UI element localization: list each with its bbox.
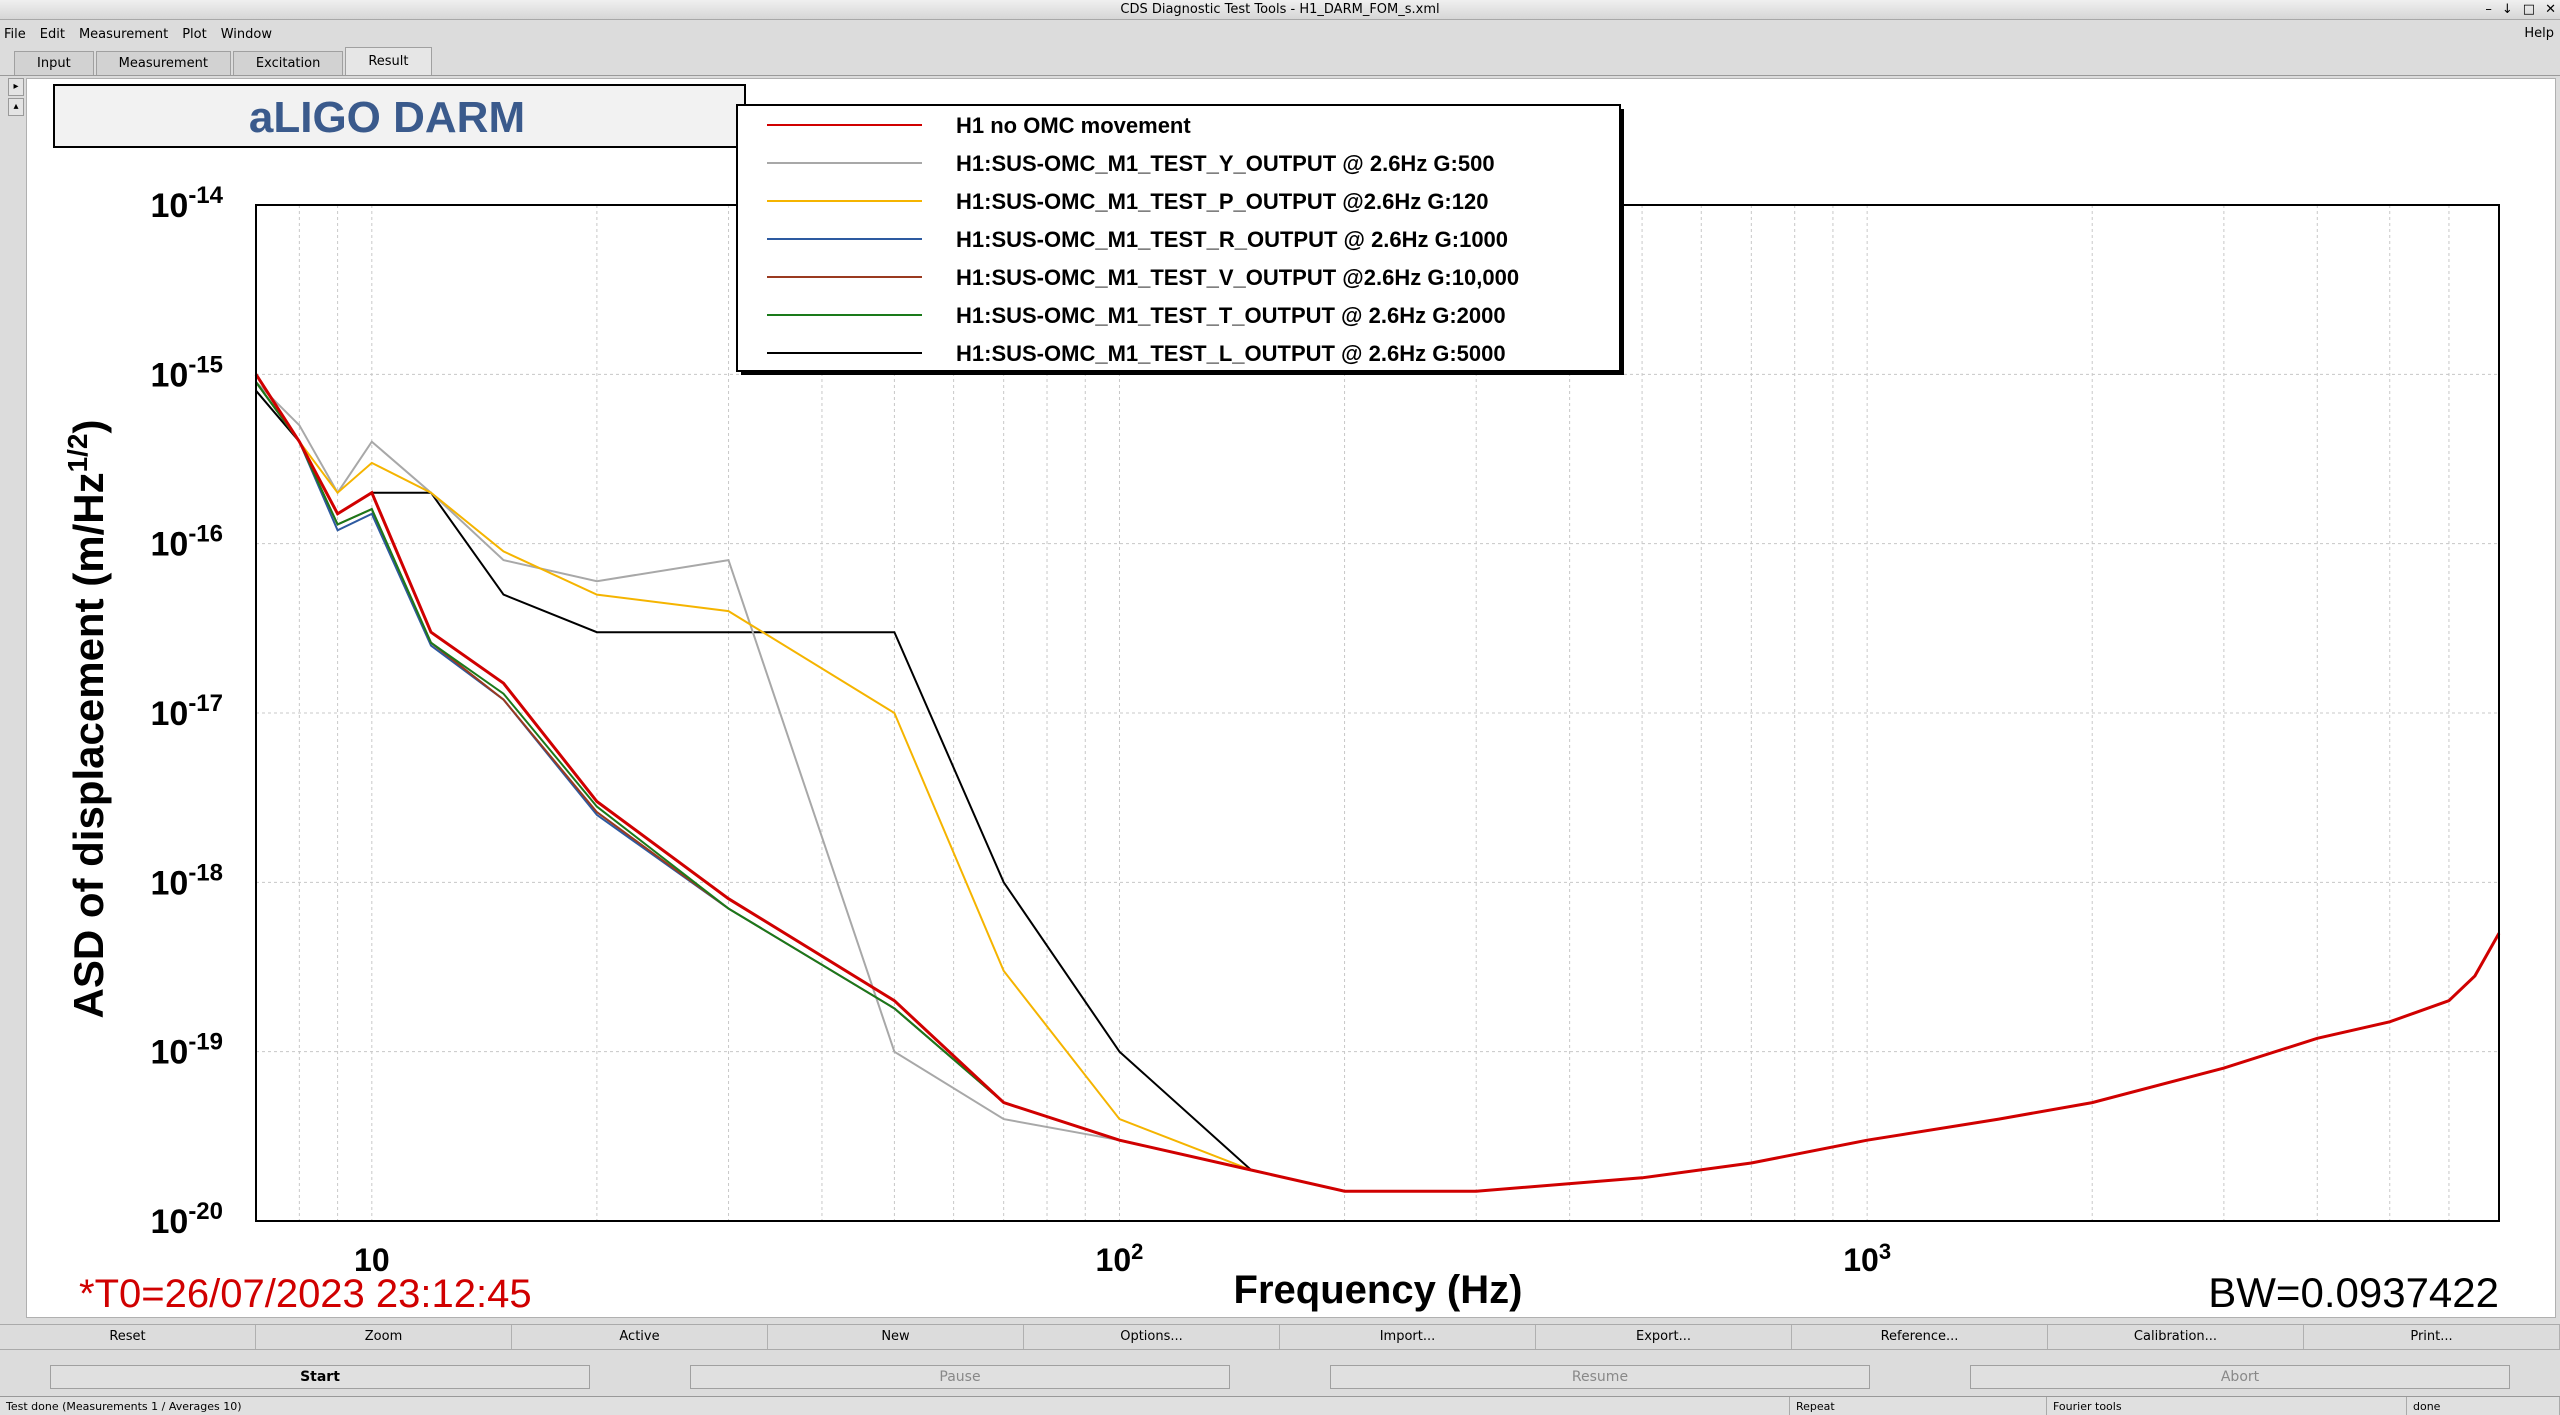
asd-plot[interactable]: aLIGO DARM 10-14 10-15 10-16 10-17 10-18 10-1… bbox=[27, 79, 2557, 1319]
pad-arrows: ▸ ▴ bbox=[8, 78, 24, 118]
y-tick-label: 10-15 bbox=[150, 351, 223, 394]
legend-label: H1:SUS-OMC_M1_TEST_L_OUTPUT @ 2.6Hz G:50… bbox=[956, 341, 1506, 366]
series-line-1 bbox=[255, 381, 2500, 1193]
y-axis-label: ASD of displacement (m/Hz1/2) bbox=[62, 419, 112, 1018]
series-line-6 bbox=[255, 390, 2500, 1193]
legend-label: H1:SUS-OMC_M1_TEST_R_OUTPUT @ 2.6Hz G:10… bbox=[956, 227, 1508, 252]
abort-button[interactable]: Abort bbox=[1970, 1365, 2510, 1389]
minimize-icon[interactable]: – bbox=[2485, 2, 2492, 17]
run-button-bar: Start Pause Resume Abort bbox=[0, 1362, 2560, 1392]
status-done: done bbox=[2407, 1397, 2560, 1415]
status-bar: Test done (Measurements 1 / Averages 10)… bbox=[0, 1396, 2560, 1415]
reset-button[interactable]: Reset bbox=[0, 1325, 256, 1349]
y-tick-label: 10-18 bbox=[150, 859, 223, 902]
y-tick-label: 10-17 bbox=[150, 690, 223, 733]
status-repeat: Repeat bbox=[1790, 1397, 2047, 1415]
resume-button[interactable]: Resume bbox=[1330, 1365, 1870, 1389]
status-fourier: Fourier tools bbox=[2047, 1397, 2407, 1415]
plot-panel[interactable]: aLIGO DARM 10-14 10-15 10-16 10-17 10-18 10-1… bbox=[26, 78, 2556, 1318]
series-line-4 bbox=[255, 381, 2500, 1193]
pause-button[interactable]: Pause bbox=[690, 1365, 1230, 1389]
plot-title: aLIGO DARM bbox=[249, 93, 525, 142]
menu-file[interactable]: File bbox=[4, 26, 26, 42]
x-tick-label: 103 bbox=[1843, 1239, 1891, 1278]
tab-result[interactable]: Result bbox=[345, 47, 432, 75]
menu-help[interactable]: Help bbox=[2524, 26, 2554, 41]
legend-label: H1:SUS-OMC_M1_TEST_Y_OUTPUT @ 2.6Hz G:50… bbox=[956, 151, 1495, 176]
menu-measurement[interactable]: Measurement bbox=[78, 26, 169, 42]
legend-label: H1 no OMC movement bbox=[956, 113, 1191, 138]
status-message: Test done (Measurements 1 / Averages 10) bbox=[0, 1397, 1790, 1415]
plot-button-bar: Reset Zoom Active New Options... Import.… bbox=[0, 1324, 2560, 1350]
series-line-5 bbox=[255, 381, 2500, 1193]
legend-label: H1:SUS-OMC_M1_TEST_V_OUTPUT @2.6Hz G:10,… bbox=[956, 265, 1519, 290]
new-button[interactable]: New bbox=[768, 1325, 1024, 1349]
menu-plot[interactable]: Plot bbox=[182, 26, 207, 42]
tab-excitation[interactable]: Excitation bbox=[232, 51, 344, 75]
window-title-bar: CDS Diagnostic Test Tools - H1_DARM_FOM_… bbox=[0, 0, 2560, 20]
print-button[interactable]: Print... bbox=[2304, 1325, 2560, 1349]
options-button[interactable]: Options... bbox=[1024, 1325, 1280, 1349]
shade-icon[interactable]: ↓ bbox=[2501, 2, 2513, 17]
t0-timestamp: *T0=26/07/2023 23:12:45 bbox=[79, 1272, 532, 1316]
tab-input[interactable]: Input bbox=[14, 51, 94, 75]
menu-edit[interactable]: Edit bbox=[39, 26, 65, 42]
start-button[interactable]: Start bbox=[50, 1365, 590, 1389]
export-button[interactable]: Export... bbox=[1536, 1325, 1792, 1349]
calibration-button[interactable]: Calibration... bbox=[2048, 1325, 2304, 1349]
zoom-button[interactable]: Zoom bbox=[256, 1325, 512, 1349]
x-axis-label: Frequency (Hz) bbox=[1234, 1268, 1523, 1312]
y-tick-label: 10-14 bbox=[150, 182, 223, 225]
curves bbox=[254, 373, 2501, 1193]
tab-measurement[interactable]: Measurement bbox=[95, 51, 231, 75]
menu-window[interactable]: Window bbox=[220, 26, 272, 42]
maximize-icon[interactable]: □ bbox=[2522, 2, 2536, 17]
reference-button[interactable]: Reference... bbox=[1792, 1325, 2048, 1349]
series-line-0 bbox=[254, 373, 2501, 1193]
window-title: CDS Diagnostic Test Tools - H1_DARM_FOM_… bbox=[1120, 2, 1440, 17]
arrow-up-icon[interactable]: ▴ bbox=[8, 98, 24, 116]
title-box bbox=[53, 84, 746, 148]
import-button[interactable]: Import... bbox=[1280, 1325, 1536, 1349]
y-tick-label: 10-20 bbox=[150, 1198, 223, 1241]
arrow-right-icon[interactable]: ▸ bbox=[8, 78, 24, 96]
x-tick-label: 10 bbox=[354, 1242, 390, 1278]
legend: H1 no OMC movement H1:SUS-OMC_M1_TEST_Y_O… bbox=[767, 113, 1519, 366]
legend-label: H1:SUS-OMC_M1_TEST_T_OUTPUT @ 2.6Hz G:20… bbox=[956, 303, 1506, 328]
y-tick-label: 10-19 bbox=[150, 1029, 223, 1072]
tab-bar: Input Measurement Excitation Result bbox=[0, 47, 2560, 76]
close-icon[interactable]: ✕ bbox=[2545, 2, 2556, 17]
x-tick-label: 102 bbox=[1096, 1239, 1144, 1278]
series-line-3 bbox=[255, 381, 2500, 1193]
active-button[interactable]: Active bbox=[512, 1325, 768, 1349]
legend-label: H1:SUS-OMC_M1_TEST_P_OUTPUT @2.6Hz G:120 bbox=[956, 189, 1488, 214]
series-line-2 bbox=[255, 381, 2500, 1193]
y-tick-label: 10-16 bbox=[150, 521, 223, 564]
bandwidth-label: BW=0.0937422 bbox=[2208, 1269, 2499, 1316]
menu-bar: File Edit Measurement Plot Window Help bbox=[0, 21, 2560, 47]
